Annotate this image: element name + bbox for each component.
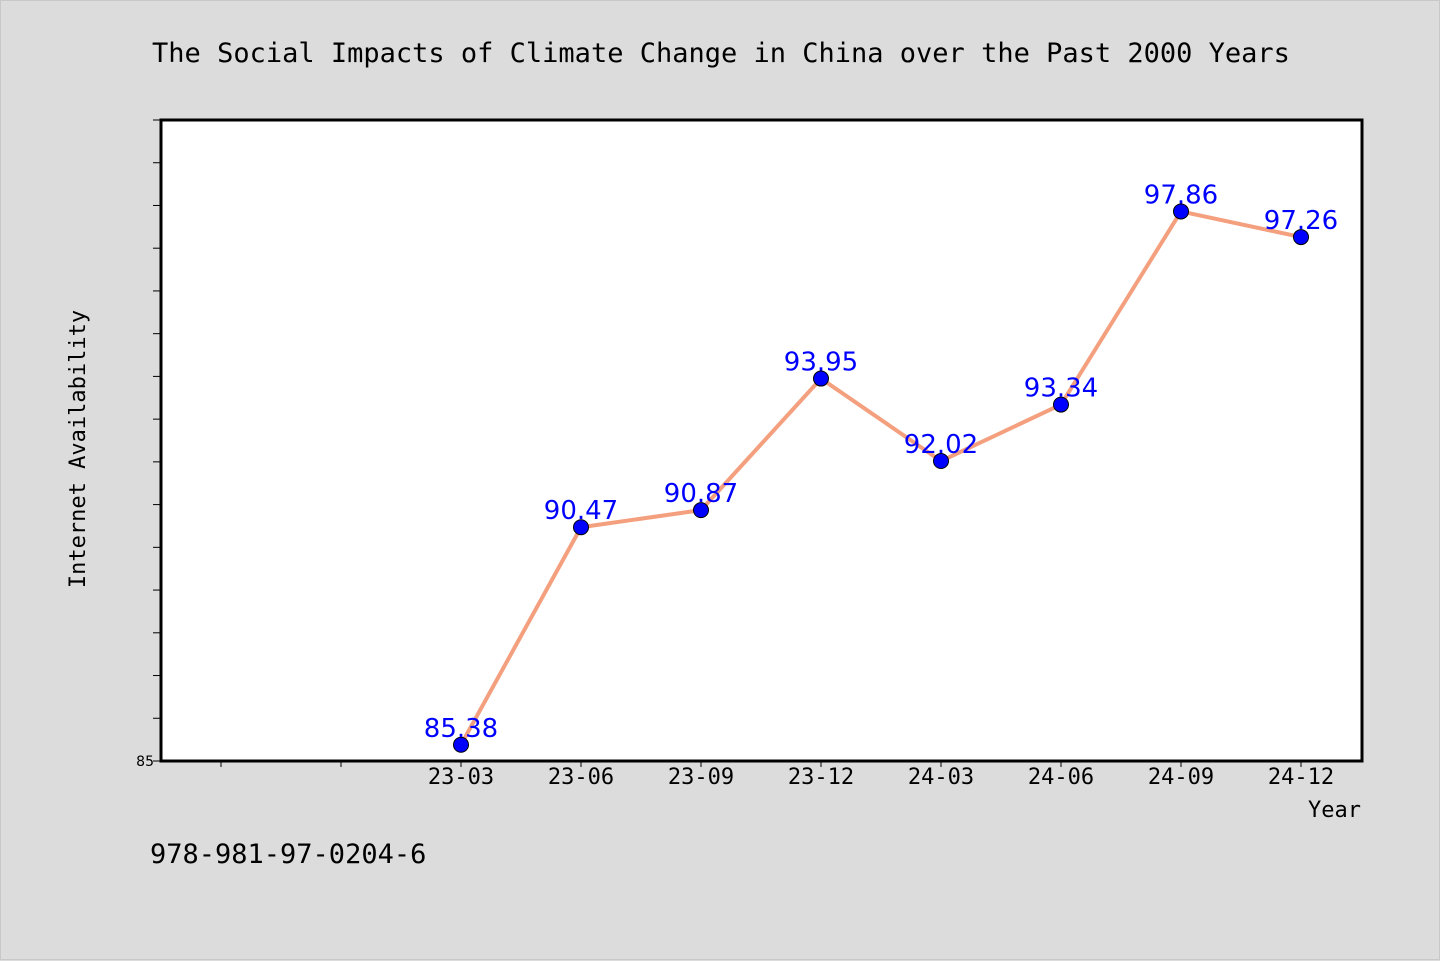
x-tick-label: 23-12 — [788, 765, 854, 790]
data-label: 85.38 — [424, 714, 498, 744]
data-point — [453, 736, 469, 753]
data-point — [1293, 229, 1309, 246]
x-axis-ticks — [220, 761, 1302, 767]
y-tick-label: 85 — [136, 754, 154, 770]
y-axis-ticks — [153, 119, 161, 762]
data-point — [693, 502, 709, 519]
series-line — [459, 209, 1302, 746]
data-label: 97.26 — [1264, 206, 1338, 236]
x-axis-tick-labels: 23-03 23-06 23-09 23-12 24-03 24-06 24-09 24-12 — [428, 765, 1334, 790]
data-label: 97.86 — [1144, 180, 1218, 210]
y-axis-label: Internet Availability — [66, 310, 91, 588]
data-label: 90.47 — [544, 496, 618, 526]
series-markers — [453, 203, 1309, 753]
data-label: 90.87 — [664, 479, 738, 509]
y-axis-tick-labels: 85 — [136, 754, 154, 770]
x-tick-label: 24-03 — [908, 765, 974, 790]
data-point — [1053, 396, 1069, 413]
data-point — [573, 519, 589, 536]
data-label: 92.02 — [904, 430, 978, 460]
chart-title: The Social Impacts of Climate Change in … — [152, 38, 1290, 69]
x-tick-label: 24-06 — [1028, 765, 1094, 790]
data-point — [1173, 203, 1189, 220]
data-label: 93.34 — [1024, 374, 1098, 404]
plot-area — [159, 118, 1364, 763]
x-tick-label: 23-06 — [548, 765, 614, 790]
x-tick-label: 24-09 — [1148, 765, 1214, 790]
data-labels: 85.38 90.47 90.87 93.95 92.02 93.34 97.86 97.26 — [424, 180, 1338, 743]
data-label: 93.95 — [784, 348, 858, 378]
x-tick-label: 23-03 — [428, 765, 494, 790]
footer-isbn: 978-981-97-0204-6 — [150, 839, 426, 870]
data-point — [813, 370, 829, 387]
x-axis-label: Year — [1308, 798, 1361, 823]
x-tick-label: 23-09 — [668, 765, 734, 790]
x-tick-label: 24-12 — [1268, 765, 1334, 790]
data-point — [933, 453, 949, 470]
